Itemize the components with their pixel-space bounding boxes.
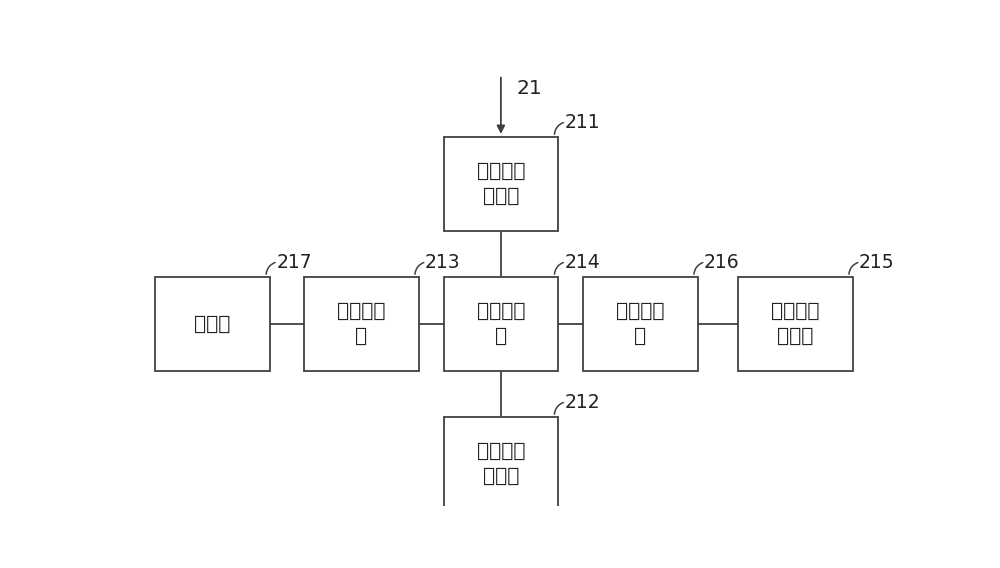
- Text: 电压采样
器: 电压采样 器: [337, 302, 386, 346]
- Text: 212: 212: [564, 392, 600, 412]
- Text: 214: 214: [564, 253, 600, 272]
- Text: 第二基准
电压源: 第二基准 电压源: [477, 442, 525, 486]
- Bar: [155, 277, 270, 371]
- Text: 211: 211: [564, 113, 600, 132]
- Bar: [444, 137, 558, 231]
- Text: 216: 216: [704, 253, 740, 272]
- Text: 215: 215: [859, 253, 895, 272]
- Bar: [583, 277, 698, 371]
- Bar: [738, 277, 853, 371]
- Text: 第一基准
电压源: 第一基准 电压源: [477, 162, 525, 206]
- Text: 第一比较
器: 第一比较 器: [477, 302, 525, 346]
- Text: 时间比较
器: 时间比较 器: [616, 302, 665, 346]
- Bar: [304, 277, 419, 371]
- Bar: [444, 417, 558, 511]
- Text: 滤波器: 滤波器: [194, 315, 231, 333]
- Text: 21: 21: [516, 79, 542, 98]
- Text: 控制信号
产生器: 控制信号 产生器: [771, 302, 820, 346]
- Text: 213: 213: [425, 253, 461, 272]
- Bar: [444, 277, 558, 371]
- Text: 217: 217: [276, 253, 312, 272]
